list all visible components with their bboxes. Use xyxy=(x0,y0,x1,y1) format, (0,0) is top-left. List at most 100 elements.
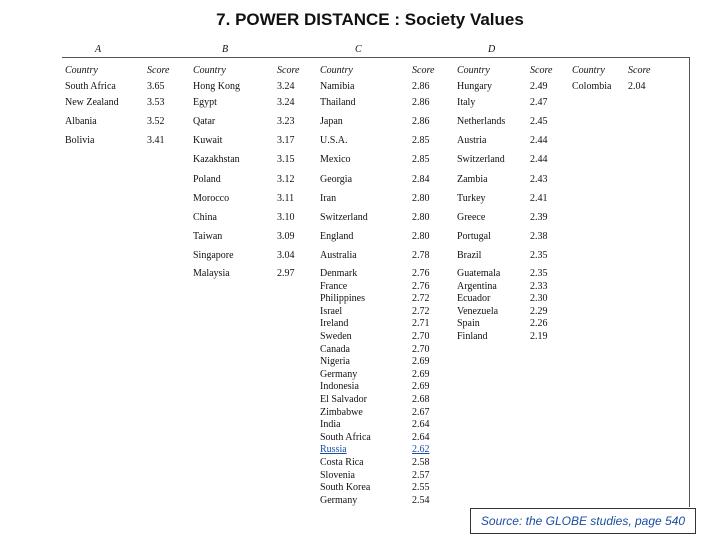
score[interactable]: 2.62 xyxy=(412,444,430,456)
score: 3.53 xyxy=(147,97,165,108)
country: Qatar xyxy=(193,116,216,127)
score: 2.55 xyxy=(412,482,430,494)
country: Philippines xyxy=(320,293,366,305)
score: 2.58 xyxy=(412,457,430,468)
score: 2.68 xyxy=(412,394,430,405)
group-label: B xyxy=(222,44,229,55)
country: Spain xyxy=(457,318,480,330)
country: France xyxy=(320,280,348,292)
group-label: A xyxy=(95,44,102,55)
country: England xyxy=(320,231,354,242)
score: 2.86 xyxy=(412,116,430,127)
score: 2.44 xyxy=(530,135,548,146)
column-header: Country xyxy=(320,65,353,76)
country: Argentina xyxy=(457,280,497,292)
country: Brazil xyxy=(457,250,482,261)
group-label: D xyxy=(488,44,496,55)
column-header: Country xyxy=(572,65,605,76)
country: Australia xyxy=(320,250,357,261)
score: 2.69 xyxy=(412,381,430,393)
score: 3.23 xyxy=(277,116,295,127)
country: Greece xyxy=(457,212,486,223)
country: Kazakhstan xyxy=(193,154,240,165)
column-header: Score xyxy=(530,65,553,76)
score: 3.17 xyxy=(277,135,295,146)
score: 2.70 xyxy=(412,343,430,355)
score: 2.80 xyxy=(412,212,430,223)
country: New Zealand xyxy=(65,97,119,108)
title: 7. POWER DISTANCE : Society Values xyxy=(216,10,524,29)
score: 2.85 xyxy=(412,135,430,146)
rule xyxy=(62,57,690,58)
score: 2.69 xyxy=(412,368,430,380)
source-note: Source: the GLOBE studies, page 540 xyxy=(470,508,696,534)
country: Zimbabwe xyxy=(320,406,363,418)
country[interactable]: Russia xyxy=(320,444,347,456)
country: Slovenia xyxy=(320,469,355,481)
country: Sweden xyxy=(320,331,352,342)
country: Hong Kong xyxy=(193,81,240,92)
country: South Africa xyxy=(320,431,371,443)
score: 2.67 xyxy=(412,406,430,418)
column-header: Score xyxy=(147,65,170,76)
country: Malaysia xyxy=(193,268,230,279)
country: Zambia xyxy=(457,174,488,185)
score: 2.80 xyxy=(412,193,430,204)
score: 3.11 xyxy=(277,193,295,204)
country: Israel xyxy=(320,305,343,317)
country: Germany xyxy=(320,494,358,506)
score: 2.44 xyxy=(530,154,548,165)
country: Portugal xyxy=(457,231,491,242)
country: Turkey xyxy=(457,193,486,204)
country: Canada xyxy=(320,343,350,355)
score: 2.72 xyxy=(412,305,430,317)
score: 3.52 xyxy=(147,116,165,127)
country: Colombia xyxy=(572,81,612,92)
country: India xyxy=(320,419,341,431)
score: 3.04 xyxy=(277,250,295,261)
country: Hungary xyxy=(457,81,492,92)
column-header: Country xyxy=(65,65,98,76)
country: Ireland xyxy=(320,318,349,330)
country: Namibia xyxy=(320,81,355,92)
score: 2.78 xyxy=(412,250,430,261)
group-label: C xyxy=(355,44,362,55)
score: 2.04 xyxy=(628,81,646,92)
score: 2.43 xyxy=(530,174,548,185)
country: Bolivia xyxy=(65,135,95,146)
country: El Salvador xyxy=(320,394,367,405)
country: Switzerland xyxy=(457,154,505,165)
score: 2.35 xyxy=(530,250,548,261)
score: 2.69 xyxy=(412,356,430,368)
score: 2.38 xyxy=(530,231,548,242)
score: 3.41 xyxy=(147,135,165,146)
score: 2.30 xyxy=(530,293,548,305)
country: China xyxy=(193,212,217,223)
score: 2.45 xyxy=(530,116,548,127)
score: 2.33 xyxy=(530,280,548,292)
country: Mexico xyxy=(320,154,351,165)
score: 2.76 xyxy=(412,268,430,279)
country: Denmark xyxy=(320,268,358,279)
score: 2.49 xyxy=(530,81,548,92)
score: 2.86 xyxy=(412,97,430,108)
country: U.S.A. xyxy=(320,135,348,146)
score: 2.26 xyxy=(530,318,548,330)
rule xyxy=(689,57,690,507)
country: Taiwan xyxy=(193,231,223,242)
country: Iran xyxy=(320,193,337,204)
country: Thailand xyxy=(320,97,356,108)
country: Switzerland xyxy=(320,212,368,223)
score: 2.35 xyxy=(530,268,548,279)
country: Morocco xyxy=(193,193,230,204)
column-header: Country xyxy=(457,65,490,76)
column-header: Country xyxy=(193,65,226,76)
country: Albania xyxy=(65,116,97,127)
score: 2.84 xyxy=(412,174,430,185)
score: 3.65 xyxy=(147,81,165,92)
score: 3.24 xyxy=(277,81,295,92)
score: 2.41 xyxy=(530,193,548,204)
score: 2.29 xyxy=(530,305,548,317)
score: 3.15 xyxy=(277,154,295,165)
